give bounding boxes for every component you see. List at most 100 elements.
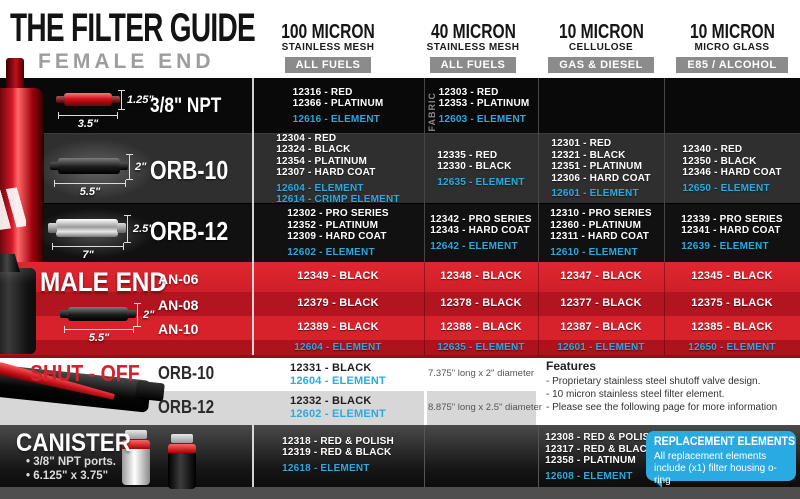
row-label-orb12: ORB-12	[158, 397, 215, 417]
part-number: 12302 - PRO SERIES	[287, 208, 389, 219]
column-header-10-micron-microglass: 10 MICRON MICRO GLASS E85 / ALCOHOL	[664, 22, 800, 73]
part-number: 12303 - RED	[438, 86, 499, 98]
dimension-note: 8.875" long x 2.5" diameter	[428, 402, 542, 413]
inline-filter-black-image	[60, 307, 136, 321]
element-cell: 12601 - ELEMENT	[538, 340, 664, 355]
parts-cell: 12340 - RED 12350 - BLACK 12346 - HARD C…	[664, 134, 800, 204]
width-dimension: 3.5"	[58, 112, 118, 130]
part-number: 12317 - RED & BLACK	[545, 443, 655, 455]
element-number: 12635 - ELEMENT	[437, 176, 525, 188]
shutoff-label: SHUT - OFF	[30, 360, 140, 386]
mounting-bracket	[171, 434, 193, 443]
media-type: STAINLESS MESH	[426, 42, 520, 53]
parts-cell: 12331 - BLACK 12604 - ELEMENT	[252, 359, 424, 390]
element-number: 12601 - ELEMENT	[557, 341, 645, 353]
column-divider	[424, 78, 425, 262]
row-label-an06: AN-06	[158, 271, 199, 287]
dimension-note: 7.375" long x 2" diameter	[428, 368, 535, 379]
element-number: 12604 - ELEMENT	[276, 182, 364, 194]
canister-bullet: • 6.125" x 3.75"	[26, 470, 109, 482]
element-number: 12604 - ELEMENT	[290, 374, 386, 387]
male-element-band	[0, 340, 800, 355]
parts-cell: 12332 - BLACK 12602 - ELEMENT	[252, 392, 424, 424]
parts-cell: 12347 - BLACK	[538, 262, 664, 292]
part-number: 12377 - BLACK	[560, 297, 642, 310]
parts-cell: 12310 - PRO SERIES 12360 - PLATINUM 1231…	[538, 204, 664, 262]
part-number: 12348 - BLACK	[440, 270, 522, 283]
media-type: CELLULOSE	[568, 42, 634, 53]
parts-cell: 12385 - BLACK	[664, 316, 800, 340]
column-divider	[536, 358, 539, 425]
part-number: 12353 - PLATINUM	[438, 98, 530, 110]
row-label-orb10: ORB-10	[150, 155, 229, 185]
shutoff-top-rule	[0, 355, 800, 358]
callout-line: include (x1) filter housing o-ring	[654, 463, 777, 486]
filter-logo-mark	[0, 186, 26, 230]
part-number: 12308 - RED & POLISH	[545, 432, 657, 443]
parts-cell: 12308 - RED & POLISH 12317 - RED & BLACK…	[538, 428, 664, 486]
female-row-orb10-band	[0, 134, 800, 204]
parts-cell: 12303 - RED 12353 - PLATINUM 12603 - ELE…	[430, 78, 538, 134]
parts-cell: 12342 - PRO SERIES 12343 - HARD COAT 126…	[424, 204, 538, 262]
column-divider	[538, 78, 539, 262]
an-fitting-photo	[0, 268, 36, 354]
parts-cell: 12349 - BLACK	[252, 262, 424, 292]
part-number: 12351 - PLATINUM	[551, 161, 643, 173]
parts-cell: 12389 - BLACK	[252, 316, 424, 340]
part-number: 12352 - PLATINUM	[287, 219, 379, 231]
part-number: 12341 - HARD COAT	[681, 225, 781, 237]
element-number: 12635 - ELEMENT	[437, 341, 525, 353]
element-number: 12642 - ELEMENT	[430, 240, 518, 252]
row-label-an08: AN-08	[158, 297, 199, 313]
parts-cell: 12378 - BLACK	[424, 292, 538, 316]
part-number: 12354 - PLATINUM	[276, 155, 368, 167]
male-row-an06-band	[0, 262, 800, 292]
element-number: 12614 - CRIMP ELEMENT	[276, 194, 400, 205]
row-divider	[0, 203, 800, 204]
column-divider	[424, 262, 425, 355]
parts-cell: 12318 - RED & POLISH 12319 - RED & BLACK…	[252, 428, 424, 482]
female-end-label: FEMALE END	[38, 50, 215, 73]
canister-body	[122, 449, 150, 485]
media-type: STAINLESS MESH	[281, 42, 375, 53]
footer-bar	[0, 487, 800, 499]
row-label-npt: 3/8" NPT	[150, 94, 222, 117]
column-header-10-micron-cellulose: 10 MICRON CELLULOSE GAS & DIESEL	[538, 22, 664, 73]
element-cell: 12650 - ELEMENT	[664, 340, 800, 355]
element-number: 12604 - ELEMENT	[294, 341, 382, 353]
element-number: 12650 - ELEMENT	[682, 182, 770, 194]
column-header-100-micron: 100 MICRON STAINLESS MESH ALL FUELS	[244, 22, 412, 73]
part-number: 12335 - RED	[437, 149, 498, 161]
column-divider	[538, 425, 539, 487]
inline-filter-chrome-image	[48, 219, 126, 237]
part-number: 12332 - BLACK	[290, 395, 372, 407]
part-number: 12366 - PLATINUM	[292, 98, 384, 110]
parts-cell: 12375 - BLACK	[664, 292, 800, 316]
column-divider	[538, 262, 539, 355]
canister-red-cap	[122, 440, 150, 449]
element-number: 12602 - ELEMENT	[287, 246, 375, 258]
column-divider	[664, 78, 665, 262]
canister-label: CANISTER	[16, 429, 132, 457]
part-number: 12343 - HARD COAT	[430, 225, 530, 237]
element-number: 12618 - ELEMENT	[282, 462, 370, 474]
red-filter-photo-neck	[6, 58, 24, 92]
inline-filter-black-image	[50, 158, 128, 174]
part-number: 12301 - RED	[551, 138, 612, 150]
part-number: 12309 - HARD COAT	[287, 231, 387, 242]
female-row-orb12-band	[0, 204, 800, 262]
part-number: 12346 - HARD COAT	[682, 167, 782, 178]
row-label-orb12: ORB-12	[150, 216, 229, 246]
part-number: 12385 - BLACK	[691, 321, 773, 334]
parts-cell: 12302 - PRO SERIES 12352 - PLATINUM 1230…	[252, 204, 424, 262]
part-number: 12330 - BLACK	[437, 161, 512, 173]
feature-line: - 10 micron stainless steel filter eleme…	[546, 389, 725, 400]
parts-cell: 12348 - BLACK	[424, 262, 538, 292]
micron-rating: 40 MICRON	[430, 21, 516, 43]
media-type: MICRO GLASS	[694, 42, 770, 53]
part-number: 12379 - BLACK	[297, 297, 379, 310]
canister-body	[168, 453, 196, 489]
part-number: 12388 - BLACK	[440, 321, 522, 334]
label-divider	[252, 262, 254, 355]
canister-black-photo	[168, 434, 196, 489]
